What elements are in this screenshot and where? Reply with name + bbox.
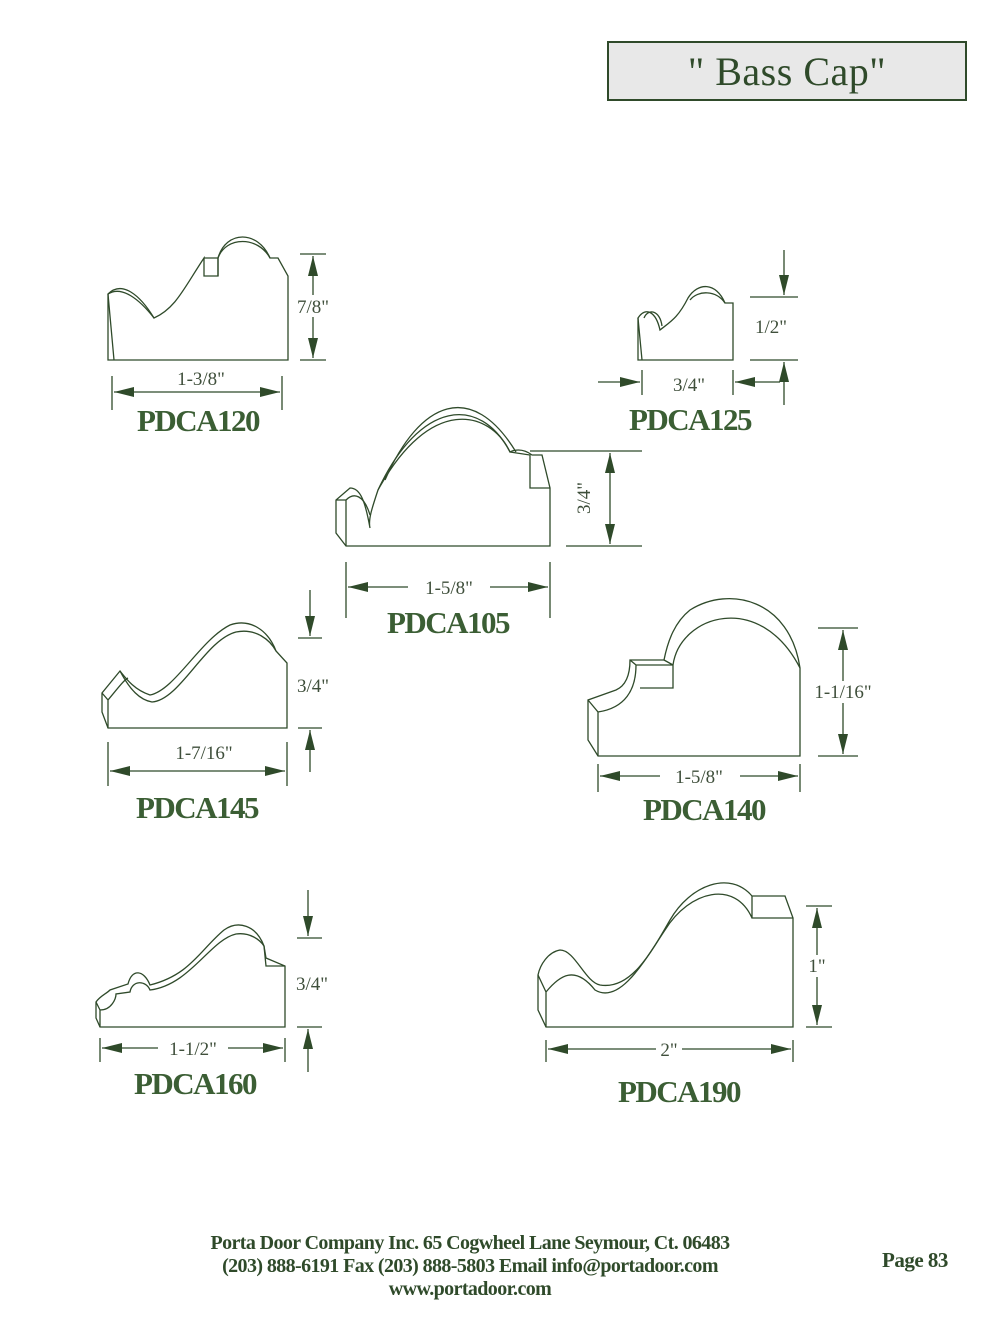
page-title: " Bass Cap" <box>687 48 887 94</box>
pdca190-height-label: 1" <box>808 956 825 977</box>
pdca160-code: PDCA160 <box>134 1066 257 1101</box>
pdca145-code: PDCA145 <box>136 790 259 825</box>
footer-phone-email: (203) 888-6191 Fax (203) 888-5803 Email … <box>222 1255 718 1277</box>
footer-website[interactable]: www.portadoor.com <box>388 1278 552 1300</box>
pdca145-height-label: 3/4" <box>297 676 329 697</box>
footer-contact: Porta Door Company Inc. 65 Cogwheel Lane… <box>150 1232 790 1301</box>
profile-pdca140: 1-1/16" 1-5/8" PDCA140 <box>587 598 876 827</box>
pdca190-code: PDCA190 <box>618 1074 741 1109</box>
page-title-box: " Bass Cap" <box>607 41 967 101</box>
pdca125-shape <box>637 285 734 361</box>
profile-pdca120: 1-3/8" 7/8" PDCA120 <box>107 236 335 438</box>
pdca120-height-label: 7/8" <box>297 297 329 318</box>
pdca105-width-label: 1-5/8" <box>425 578 473 599</box>
pdca120-width-label: 1-3/8" <box>177 369 225 390</box>
pdca140-width-label: 1-5/8" <box>675 767 723 788</box>
pdca160-shape <box>95 924 286 1028</box>
pdca105-code: PDCA105 <box>387 605 510 640</box>
pdca160-width-label: 1-1/2" <box>169 1039 217 1060</box>
page-number: Page 83 <box>882 1248 948 1272</box>
profile-pdca125: 1/2" 3/4" PDCA125 <box>598 250 798 437</box>
pdca105-height-label: 3/4" <box>574 482 595 514</box>
pdca105-shape <box>335 414 551 547</box>
pdca140-shape <box>587 598 801 757</box>
pdca145-width-label: 1-7/16" <box>175 743 232 764</box>
profile-pdca105: 3/4" 1-5/8" PDCA105 <box>335 406 642 640</box>
profile-pdca160: 3/4" 1-1/2" PDCA160 <box>95 890 328 1101</box>
pdca125-code: PDCA125 <box>629 402 752 437</box>
pdca145-shape <box>101 622 288 729</box>
pdca190-shape <box>537 882 794 1028</box>
footer-address: Porta Door Company Inc. 65 Cogwheel Lane… <box>210 1232 730 1254</box>
profile-pdca145: 3/4" 1-7/16" PDCA145 <box>101 590 329 825</box>
pdca160-height-label: 3/4" <box>296 974 328 995</box>
pdca120-code: PDCA120 <box>137 403 260 438</box>
pdca140-height-label: 1-1/16" <box>814 682 871 703</box>
pdca120-shape <box>107 236 289 361</box>
pdca140-code: PDCA140 <box>643 792 766 827</box>
pdca190-width-label: 2" <box>660 1040 677 1061</box>
pdca125-width-label: 3/4" <box>673 375 705 396</box>
pdca125-height-label: 1/2" <box>755 317 787 338</box>
profile-pdca190: 1" 2" PDCA190 <box>537 882 832 1109</box>
